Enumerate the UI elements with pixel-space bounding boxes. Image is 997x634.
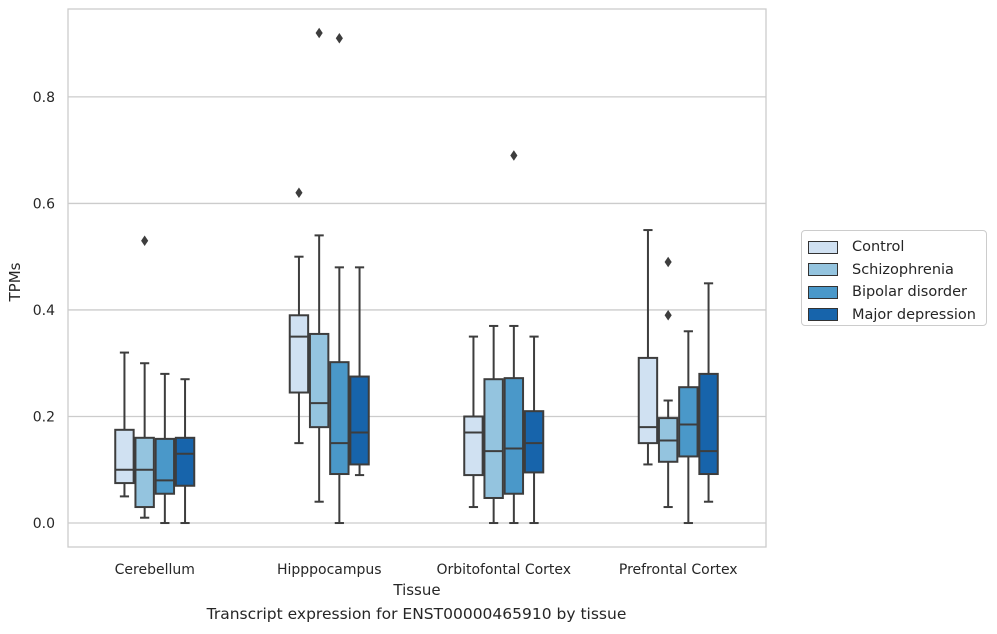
y-tick-label: 0.4 <box>33 303 55 319</box>
legend-label: Bipolar disorder <box>852 284 967 301</box>
box-iqr <box>523 410 545 474</box>
box-iqr <box>134 436 155 509</box>
y-tick-labels: 0.0 0.2 0.4 0.6 0.8 <box>33 90 55 532</box>
legend-label: Schizophrenia <box>852 261 954 278</box>
legend-item: Bipolar disorder <box>808 281 986 304</box>
legend-label: Major depression <box>852 306 976 323</box>
box-orbitofontal-cortex-schizophrenia <box>483 324 504 525</box>
x-tick-label: Cerebellum <box>115 562 195 578</box>
box-orbitofontal-cortex-control <box>463 335 484 509</box>
box-iqr <box>308 332 330 429</box>
box-prefrontal-cortex-control <box>637 229 659 466</box>
box-prefrontal-cortex-schizophrenia <box>657 256 679 509</box>
box-iqr <box>698 372 719 476</box>
box-iqr <box>174 436 196 487</box>
box-orbitofontal-cortex-major-depression <box>523 335 545 525</box>
legend-item: Control <box>808 236 986 259</box>
y-tick-label: 0.6 <box>33 196 55 212</box>
box-iqr <box>154 437 176 495</box>
legend: Control Schizophrenia Bipolar disorder Majo… <box>801 230 987 326</box>
legend-item: Schizophrenia <box>808 259 986 282</box>
box-hipppocampus-major-depression <box>349 266 370 477</box>
legend-swatch <box>808 263 838 277</box>
box-iqr <box>483 378 504 499</box>
legend-item: Major depression <box>808 304 986 327</box>
legend-swatch <box>808 240 838 254</box>
outlier-point <box>315 27 323 39</box>
legend-label: Control <box>852 239 905 256</box>
chart-caption: Transcript expression for ENST0000046591… <box>206 605 627 623</box>
box-iqr <box>463 415 484 477</box>
box-orbitofontal-cortex-bipolar-disorder <box>503 150 525 525</box>
legend-swatch <box>808 285 838 299</box>
outlier-point <box>510 150 518 161</box>
box-iqr <box>114 428 135 485</box>
x-tick-labels: Cerebellum Hipppocampus Orbitofontal Corte… <box>115 562 738 578</box>
outlier-point <box>295 187 303 199</box>
box-iqr <box>288 314 310 394</box>
y-tick-label: 0.0 <box>33 516 55 532</box>
x-tick-label: Hipppocampus <box>277 562 382 578</box>
box-prefrontal-cortex-major-depression <box>698 282 719 503</box>
x-tick-label: Orbitofontal Cortex <box>436 562 571 578</box>
box-iqr <box>503 377 525 495</box>
box-cerebellum-bipolar-disorder <box>154 372 176 525</box>
x-tick-label: Prefrontal Cortex <box>619 562 738 578</box>
box-hipppocampus-bipolar-disorder <box>329 33 350 525</box>
box-iqr <box>637 356 659 445</box>
box-iqr <box>329 361 350 476</box>
outlier-point <box>335 33 343 44</box>
box-cerebellum-control <box>114 351 135 498</box>
outlier-point <box>141 235 149 246</box>
outlier-point <box>664 310 672 321</box>
y-tick-label: 0.8 <box>33 90 55 106</box>
box-hipppocampus-control <box>288 187 310 445</box>
plot-area <box>114 27 719 525</box>
x-axis-label: Tissue <box>392 581 440 599</box>
box-iqr <box>678 386 699 458</box>
box-prefrontal-cortex-bipolar-disorder <box>678 330 699 525</box>
box-cerebellum-schizophrenia <box>134 235 155 519</box>
y-axis-label: TPMs <box>6 262 24 302</box>
plot-frame <box>67 8 767 548</box>
box-iqr <box>349 375 370 466</box>
box-cerebellum-major-depression <box>174 378 196 525</box>
y-tick-label: 0.2 <box>33 409 55 425</box>
box-hipppocampus-schizophrenia <box>308 27 330 503</box>
legend-swatch <box>808 308 838 322</box>
outlier-point <box>664 256 672 268</box>
